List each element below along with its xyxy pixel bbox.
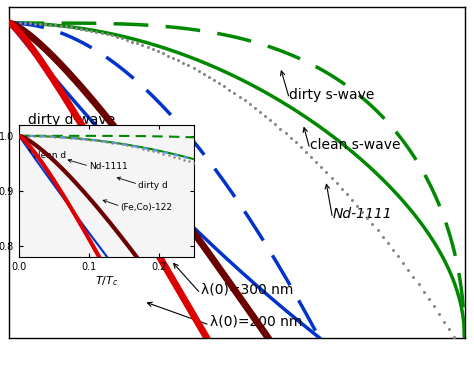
- Text: λ(0)=200 nm: λ(0)=200 nm: [210, 314, 302, 328]
- Text: clean d-wave: clean d-wave: [27, 154, 120, 168]
- X-axis label: $T/T_c$: $T/T_c$: [95, 275, 118, 288]
- Text: clean s-wave: clean s-wave: [310, 138, 401, 152]
- Text: λ(0)=300 nm: λ(0)=300 nm: [201, 283, 293, 297]
- Text: dirty s-wave: dirty s-wave: [289, 88, 375, 102]
- Text: clean d: clean d: [33, 150, 66, 160]
- Text: Nd-1111: Nd-1111: [333, 207, 392, 221]
- Text: dirty d: dirty d: [138, 181, 168, 190]
- Text: (Fe,Co)-122: (Fe,Co)-122: [121, 203, 173, 212]
- Text: dirty d-wave: dirty d-wave: [27, 113, 115, 127]
- Text: Nd-1111: Nd-1111: [89, 161, 128, 171]
